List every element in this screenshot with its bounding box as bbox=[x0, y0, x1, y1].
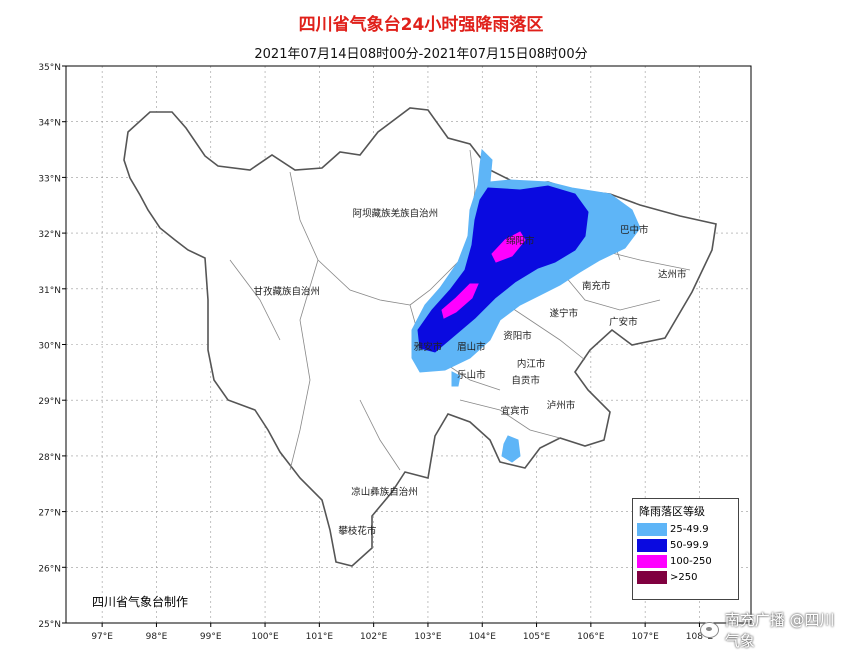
region-label-meishan: 眉山市 bbox=[457, 341, 486, 353]
lon-label: 99°E bbox=[200, 632, 222, 642]
legend-item-250-plus: >250 bbox=[637, 571, 729, 585]
legend-label: >250 bbox=[670, 572, 698, 583]
region-label-leshan: 乐山市 bbox=[457, 369, 486, 381]
lat-label: 31°N bbox=[38, 286, 61, 296]
map-title: 四川省气象台24小时强降雨落区 bbox=[298, 15, 544, 35]
legend-swatch bbox=[637, 523, 667, 536]
legend-item-25-49: 25-49.9 bbox=[637, 523, 729, 537]
region-label-neijiang: 内江市 bbox=[517, 358, 546, 370]
legend-swatch bbox=[637, 539, 667, 552]
lat-label: 32°N bbox=[38, 230, 61, 240]
region-label-liangshan: 凉山彝族自治州 bbox=[351, 486, 418, 498]
axis-labels: 35°N 34°N 33°N 32°N 31°N 30°N 29°N 28°N 27°N 26°N… bbox=[38, 63, 713, 642]
region-label-ziyang: 资阳市 bbox=[503, 330, 532, 342]
lon-label: 107°E bbox=[631, 632, 659, 642]
legend-title: 降雨落区等级 bbox=[639, 505, 705, 518]
region-label-aba: 阿坝藏族羌族自治州 bbox=[353, 207, 439, 219]
region-label-suining: 遂宁市 bbox=[549, 308, 578, 320]
legend-swatch bbox=[637, 571, 667, 584]
region-label-zigong: 自贡市 bbox=[511, 374, 540, 386]
lon-label: 105°E bbox=[523, 632, 551, 642]
region-label-guangan: 广安市 bbox=[609, 316, 638, 328]
lat-label: 27°N bbox=[38, 509, 61, 519]
lat-label: 25°N bbox=[38, 620, 61, 630]
weibo-icon bbox=[700, 622, 719, 638]
lat-label: 35°N bbox=[38, 63, 61, 73]
lat-label: 28°N bbox=[38, 453, 61, 463]
rain-zone-25-49-leshan bbox=[451, 371, 461, 387]
lon-label: 104°E bbox=[469, 632, 497, 642]
region-label-mianyang: 绵阳市 bbox=[506, 235, 535, 247]
region-label-luzhou: 泸州市 bbox=[547, 400, 576, 412]
lon-label: 100°E bbox=[251, 632, 279, 642]
lat-label: 33°N bbox=[38, 174, 61, 184]
legend-label: 100-250 bbox=[670, 556, 712, 567]
region-label-ganzi: 甘孜藏族自治州 bbox=[254, 285, 321, 297]
lon-label: 98°E bbox=[146, 632, 168, 642]
lon-label: 97°E bbox=[91, 632, 113, 642]
region-label-dazhou: 达州市 bbox=[658, 269, 687, 281]
legend: 降雨落区等级 25-49.9 50-99.9 100-250 >250 bbox=[632, 498, 739, 600]
lon-label: 102°E bbox=[360, 632, 388, 642]
legend-item-50-99: 50-99.9 bbox=[637, 539, 729, 553]
rain-zone-100-250-north bbox=[491, 231, 526, 263]
rain-zone-25-49-yibin bbox=[501, 435, 521, 463]
legend-swatch bbox=[637, 555, 667, 568]
region-label-bazhong: 巴中市 bbox=[620, 224, 649, 236]
lon-label: 108°E bbox=[686, 632, 714, 642]
map-subtitle: 2021年07月14日08时00分-2021年07月15日08时00分 bbox=[254, 47, 588, 62]
legend-label: 50-99.9 bbox=[670, 540, 709, 551]
lat-label: 26°N bbox=[38, 564, 61, 574]
map-credit: 四川省气象台制作 bbox=[92, 595, 189, 609]
lon-label: 106°E bbox=[577, 632, 605, 642]
lat-label: 30°N bbox=[38, 342, 61, 352]
region-label-panzhihua: 攀枝花市 bbox=[338, 525, 377, 537]
region-label-yaan: 雅安市 bbox=[414, 341, 443, 353]
watermark: 南充广播 @四川气象 bbox=[700, 609, 842, 651]
region-label-nanchong: 南充市 bbox=[582, 280, 611, 292]
rain-zone-100-250-south bbox=[441, 283, 479, 319]
lat-label: 29°N bbox=[38, 397, 61, 407]
lon-label: 101°E bbox=[306, 632, 334, 642]
region-label-yibin: 宜宾市 bbox=[501, 405, 530, 417]
lon-label: 103°E bbox=[414, 632, 442, 642]
watermark-text: 南充广播 @四川气象 bbox=[724, 611, 835, 650]
rain-zone-50-99 bbox=[417, 185, 589, 353]
legend-item-100-250: 100-250 bbox=[637, 555, 729, 569]
legend-label: 25-49.9 bbox=[670, 524, 709, 535]
lat-label: 34°N bbox=[38, 119, 61, 129]
